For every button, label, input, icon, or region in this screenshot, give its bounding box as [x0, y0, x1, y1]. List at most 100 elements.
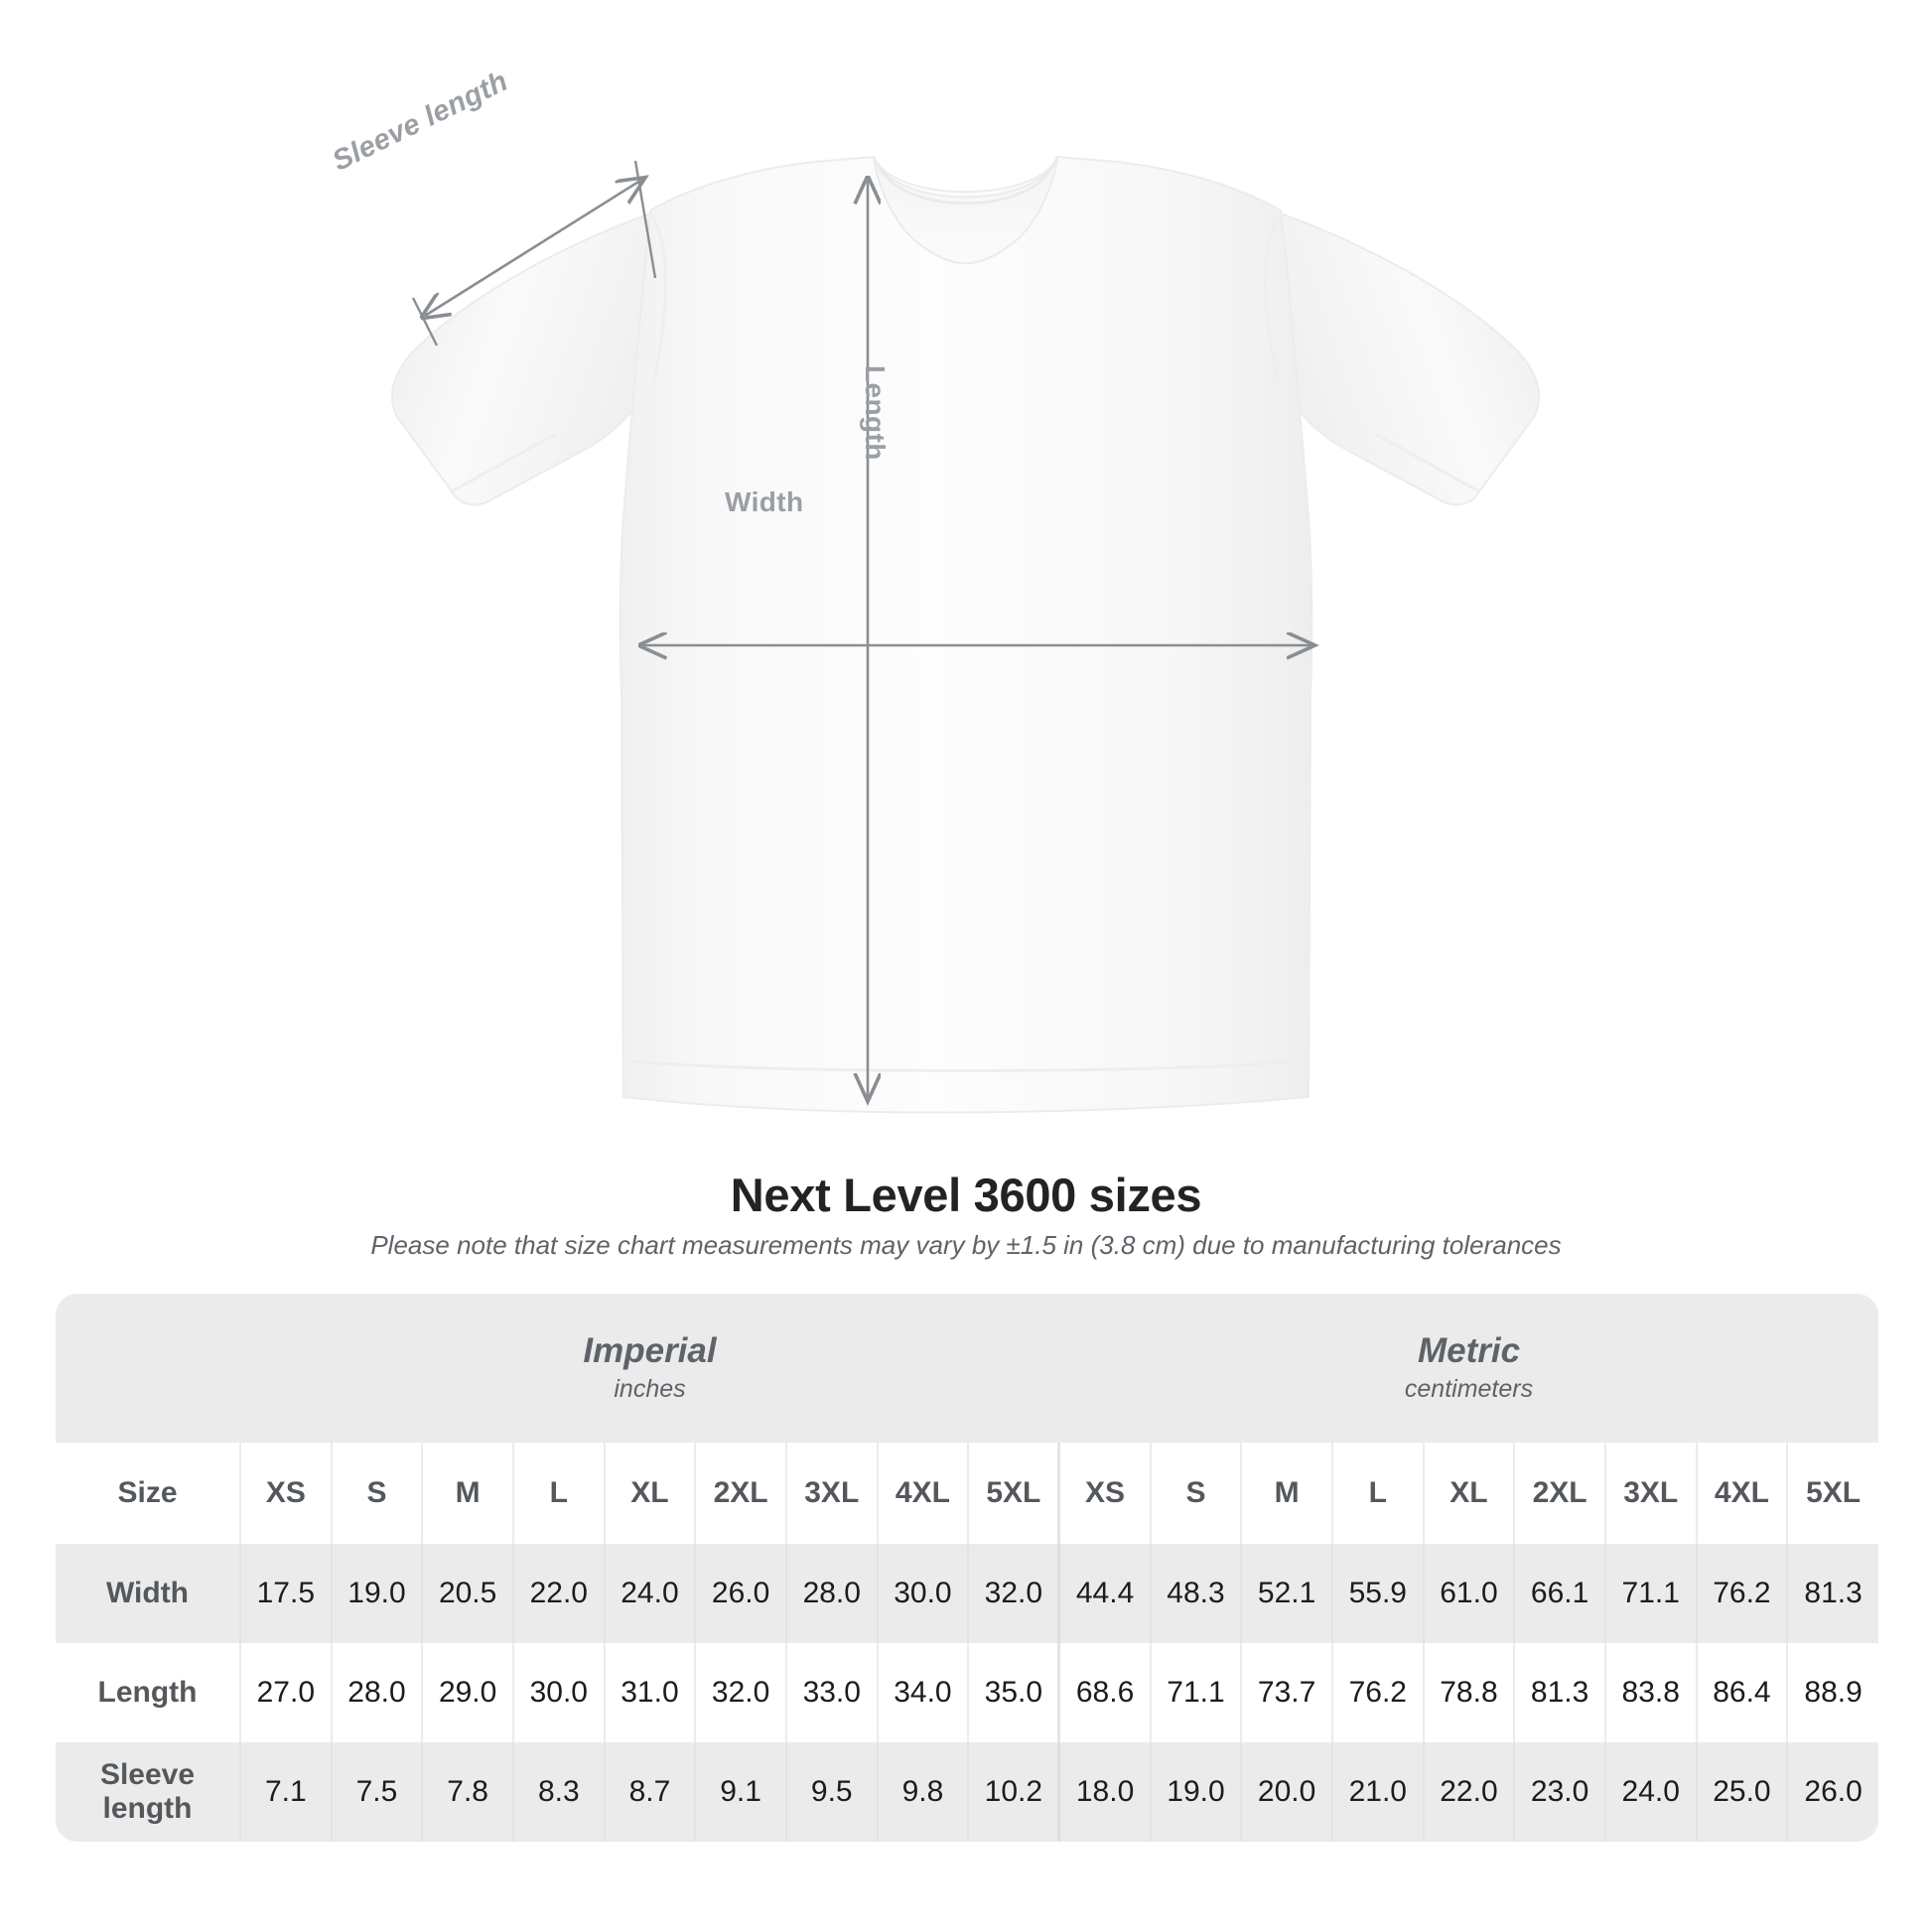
sleeve-tick-left [411, 297, 439, 346]
shirt-diagram: Sleeve length Length Width [328, 66, 1540, 1114]
table-row: Sleeve length 7.1 7.5 7.8 8.3 8.7 9.1 9.5 9.8 10.… [56, 1742, 1879, 1842]
measurement-cell-metric: 78.8 [1422, 1643, 1515, 1742]
size-header-cell: 5XL [967, 1443, 1059, 1544]
measurement-cell-imperial: 28.0 [784, 1544, 878, 1643]
measurement-cell-metric: 25.0 [1695, 1742, 1788, 1842]
size-header-row: Size XS S M L XL 2XL 3XL 4XL 5XL XS S M L XL 2XL 3XL 4XL 5… [56, 1443, 1879, 1544]
size-header-cell: XS [1057, 1443, 1151, 1544]
measurement-cell-metric: 81.3 [1786, 1544, 1879, 1643]
table-row: Length 27.0 28.0 29.0 30.0 31.0 32.0 33.0 34.0 35… [56, 1643, 1879, 1742]
page-title: Next Level 3600 sizes [730, 1169, 1202, 1221]
unit-header-row: Imperial inches Metric centimeters [56, 1294, 1879, 1443]
measurement-cell-metric: 19.0 [1149, 1742, 1242, 1842]
measurement-cell-metric: 26.0 [1786, 1742, 1879, 1842]
measurement-cell-metric: 71.1 [1603, 1544, 1697, 1643]
unit-subtitle: inches [614, 1375, 686, 1403]
measurement-cell-imperial: 9.8 [876, 1742, 969, 1842]
size-header-cell: S [1149, 1443, 1242, 1544]
measurement-cell-imperial: 19.0 [330, 1544, 423, 1643]
measurement-cell-imperial: 31.0 [603, 1643, 696, 1742]
measurement-cell-imperial: 9.1 [694, 1742, 786, 1842]
size-header-cell: XS [239, 1443, 332, 1544]
measurement-cell-imperial: 27.0 [239, 1643, 332, 1742]
size-header-cell: S [330, 1443, 423, 1544]
size-header-cell: M [421, 1443, 513, 1544]
width-label: Width [725, 486, 804, 517]
measurement-cell-metric: 55.9 [1330, 1544, 1424, 1643]
size-column-header: Size [56, 1443, 240, 1544]
sleeve-tick-right [633, 160, 657, 279]
measurement-cell-imperial: 28.0 [330, 1643, 423, 1742]
measurement-cell-metric: 20.0 [1240, 1742, 1332, 1842]
sleeve-length-arrow [425, 179, 643, 316]
measurement-cell-metric: 23.0 [1513, 1742, 1605, 1842]
row-label: Sleeve length [56, 1742, 240, 1842]
size-chart-table: Imperial inches Metric centimeters Size XS S M L… [56, 1294, 1879, 1842]
measurement-cell-imperial: 30.0 [876, 1544, 969, 1643]
size-header-cell: 5XL [1786, 1443, 1879, 1544]
measurement-cell-metric: 76.2 [1695, 1544, 1788, 1643]
measurement-cell-imperial: 29.0 [421, 1643, 513, 1742]
measurement-cell-metric: 44.4 [1057, 1544, 1151, 1643]
measurement-cell-metric: 66.1 [1513, 1544, 1605, 1643]
shirt-illustration [391, 155, 1540, 1114]
measurement-cell-metric: 48.3 [1149, 1544, 1242, 1643]
measurement-cell-metric: 88.9 [1786, 1643, 1879, 1742]
unit-subtitle: centimeters [1404, 1375, 1534, 1403]
measurement-cell-metric: 83.8 [1603, 1643, 1697, 1742]
size-header-cell: 2XL [694, 1443, 786, 1544]
measurement-cell-metric: 52.1 [1240, 1544, 1332, 1643]
unit-name: Imperial [583, 1331, 717, 1371]
size-header-cell: XL [1422, 1443, 1515, 1544]
tolerance-note: Please note that size chart measurements… [370, 1230, 1562, 1260]
size-header-cell: 4XL [876, 1443, 969, 1544]
measurement-cell-imperial: 35.0 [967, 1643, 1059, 1742]
size-header-cell: 4XL [1695, 1443, 1788, 1544]
measurement-cell-imperial: 8.3 [511, 1742, 605, 1842]
measurement-cell-metric: 86.4 [1695, 1643, 1788, 1742]
row-label: Length [56, 1643, 240, 1742]
measurement-cell-imperial: 33.0 [784, 1643, 878, 1742]
measurement-cell-imperial: 26.0 [694, 1544, 786, 1643]
measurement-cell-metric: 24.0 [1603, 1742, 1697, 1842]
size-chart-table-wrapper: Imperial inches Metric centimeters Size XS S M L… [56, 1294, 1879, 1842]
measurement-guides [411, 160, 1312, 1099]
measurement-cell-imperial: 7.5 [330, 1742, 423, 1842]
measurement-cell-metric: 81.3 [1513, 1643, 1605, 1742]
measurement-cell-imperial: 17.5 [239, 1544, 332, 1643]
measurement-cell-metric: 18.0 [1057, 1742, 1151, 1842]
measurement-cell-metric: 68.6 [1057, 1643, 1151, 1742]
size-header-cell: M [1240, 1443, 1332, 1544]
measurement-cell-metric: 22.0 [1422, 1742, 1515, 1842]
measurement-cell-imperial: 32.0 [694, 1643, 786, 1742]
size-header-cell: XL [603, 1443, 696, 1544]
length-label: Length [860, 365, 891, 461]
measurement-cell-imperial: 32.0 [967, 1544, 1059, 1643]
row-label: Width [56, 1544, 240, 1643]
unit-header-imperial: Imperial inches [240, 1294, 1059, 1443]
measurement-cell-imperial: 7.1 [239, 1742, 332, 1842]
table-corner-cell [56, 1294, 240, 1443]
size-header-cell: L [1330, 1443, 1424, 1544]
measurement-cell-imperial: 24.0 [603, 1544, 696, 1643]
size-header-cell: L [511, 1443, 605, 1544]
measurement-cell-imperial: 9.5 [784, 1742, 878, 1842]
size-header-cell: 3XL [1603, 1443, 1697, 1544]
measurement-cell-imperial: 30.0 [511, 1643, 605, 1742]
measurement-cell-metric: 76.2 [1330, 1643, 1424, 1742]
measurement-cell-imperial: 20.5 [421, 1544, 513, 1643]
measurement-cell-imperial: 34.0 [876, 1643, 969, 1742]
unit-name: Metric [1417, 1331, 1521, 1371]
size-header-cell: 2XL [1513, 1443, 1605, 1544]
measurement-cell-imperial: 10.2 [967, 1742, 1059, 1842]
measurement-cell-metric: 73.7 [1240, 1643, 1332, 1742]
unit-header-metric: Metric centimeters [1058, 1294, 1879, 1443]
shirt-silhouette [391, 155, 1540, 1114]
measurement-cell-imperial: 7.8 [421, 1742, 513, 1842]
size-header-cell: 3XL [784, 1443, 878, 1544]
measurement-cell-imperial: 22.0 [511, 1544, 605, 1643]
measurement-cell-imperial: 8.7 [603, 1742, 696, 1842]
measurement-cell-metric: 21.0 [1330, 1742, 1424, 1842]
measurement-cell-metric: 71.1 [1149, 1643, 1242, 1742]
table-row: Width 17.5 19.0 20.5 22.0 24.0 26.0 28.0 30.0 32.… [56, 1544, 1879, 1643]
